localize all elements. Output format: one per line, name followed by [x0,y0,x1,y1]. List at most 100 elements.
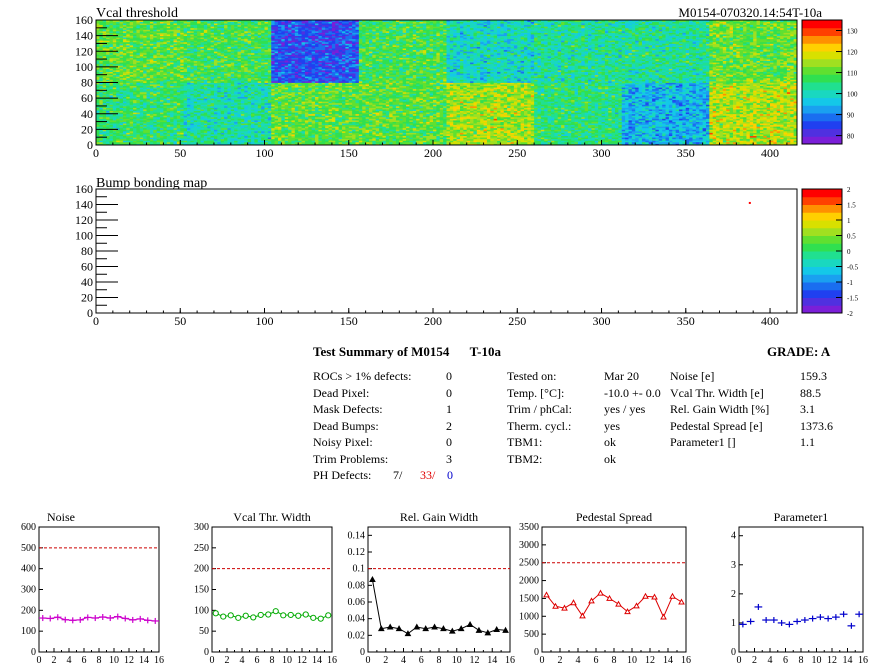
heatmap-cell [136,90,141,93]
heatmap-cell [176,132,181,135]
heatmap-cell [190,32,195,35]
heatmap-cell [143,35,147,38]
heatmap-cell [200,107,205,110]
heatmap-cell [109,90,114,93]
heatmap-cell [122,134,127,137]
heatmap-cell [200,135,205,138]
heatmap-cell [166,90,171,93]
heatmap-cell [129,30,134,33]
heatmap-cell [187,116,191,119]
heatmap-cell [96,91,100,94]
heatmap-cell [153,37,158,40]
heatmap-cell [176,71,181,74]
heatmap-cell [146,79,151,82]
heatmap-cell [166,87,171,90]
heatmap-cell [187,63,191,66]
heatmap-cell [139,138,144,141]
heatmap-cell [200,102,205,105]
heatmap-cell [180,80,185,83]
heatmap-cell [149,91,154,94]
heatmap-cell [187,71,191,74]
heatmap-cell [146,63,151,66]
heatmap-cell [176,32,181,35]
heatmap-cell [173,55,178,58]
heatmap-cell [193,127,198,130]
heatmap-cell [166,93,171,96]
heatmap-cell [170,49,174,52]
heatmap-cell [163,130,168,133]
heatmap-cell [187,137,191,140]
heatmap-cell [143,112,147,115]
heatmap-cell [99,46,104,49]
heatmap-cell [109,23,114,26]
heatmap-cell [183,127,188,130]
heatmap-cell [139,57,144,60]
heatmap-cell [106,118,110,121]
heatmap-cell [197,76,201,79]
heatmap-cell [109,59,114,62]
heatmap-cell [129,43,134,46]
heatmap-cell [163,54,168,57]
heatmap-cell [133,68,137,71]
heatmap-cell [156,124,161,127]
heatmap-cell [193,126,198,129]
heatmap-cell [129,88,134,91]
heatmap-cell [149,51,154,54]
heatmap-cell [176,21,181,24]
heatmap-cell [160,21,164,24]
heatmap-cell [149,79,154,82]
heatmap-cell [119,99,124,102]
heatmap-cell [207,134,211,137]
heatmap-cell [112,105,117,108]
heatmap-cell [153,27,158,30]
heatmap-cell [116,65,120,68]
heatmap-cell [187,84,191,87]
heatmap-cell [149,127,154,130]
heatmap-cell [156,101,161,104]
heatmap-cell [106,120,110,122]
heatmap-cell [203,49,208,52]
heatmap-cell [193,34,198,37]
heatmap-cell [203,104,208,107]
heatmap-cell [126,60,131,63]
heatmap-cell [126,21,131,24]
heatmap-cell [109,118,114,121]
heatmap-cell [102,84,107,87]
heatmap-cell [143,65,147,68]
heatmap-cell [102,104,107,107]
heatmap-cell [119,48,124,51]
heatmap-cell [200,140,205,143]
heatmap-cell [193,52,198,55]
heatmap-cell [163,66,168,69]
heatmap-cell [139,104,144,107]
heatmap-cell [133,26,137,29]
heatmap-cell [170,82,174,85]
heatmap-cell [129,27,134,30]
heatmap-cell [149,57,154,60]
heatmap-cell [106,45,110,47]
heatmap-cell [173,121,178,124]
heatmap-cell [136,27,141,30]
heatmap-cell [133,34,137,37]
heatmap-cell [203,24,208,27]
heatmap-cell [197,20,201,22]
heatmap-cell [96,66,100,69]
heatmap-cell [99,37,104,40]
heatmap-cell [190,93,195,96]
heatmap-cell [139,126,144,129]
heatmap-cell [173,26,178,29]
heatmap-cell [183,138,188,141]
heatmap-cell [102,93,107,96]
heatmap-cell [146,113,151,116]
heatmap-cell [160,40,164,43]
heatmap-cell [146,110,151,113]
heatmap-cell [190,110,195,113]
heatmap-cell [109,102,114,105]
heatmap-cell [143,71,147,74]
heatmap-cell [112,59,117,62]
heatmap-cell [146,130,151,133]
heatmap-cell [129,59,134,62]
heatmap-cell [176,43,181,46]
heatmap-cell [190,141,195,144]
heatmap-cell [136,95,141,97]
